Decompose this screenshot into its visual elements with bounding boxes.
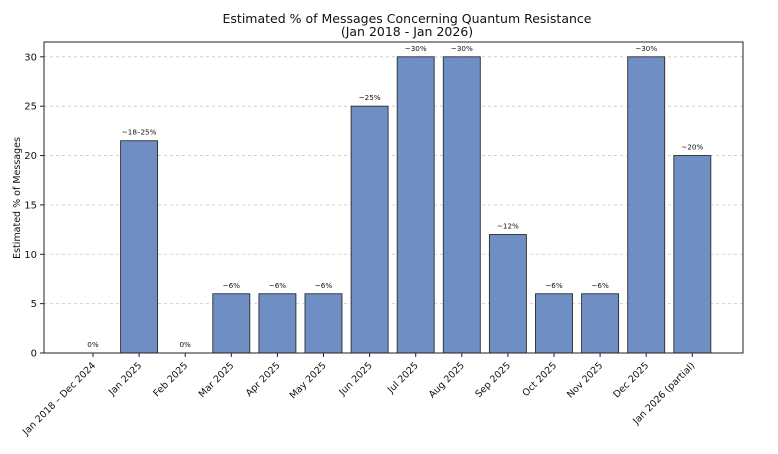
bar xyxy=(442,56,481,354)
gridlines xyxy=(44,56,743,305)
x-tick-label: Apr 2025 xyxy=(244,360,283,399)
x-tick-label: Nov 2025 xyxy=(565,360,605,400)
chart-title: Estimated % of Messages Concerning Quant… xyxy=(223,11,592,26)
x-tick-label: Jan 2025 xyxy=(106,360,144,398)
y-tick-label: 5 xyxy=(31,299,37,310)
bar-value-label: ~12% xyxy=(497,222,519,231)
bar-value-label: 0% xyxy=(179,340,191,349)
bar-value-label: 0% xyxy=(87,340,99,349)
x-tick-label: Jul 2025 xyxy=(385,360,421,396)
x-axis-ticks: Jan 2018 – Dec 2024 Jan 2025 Feb 2025 Mar 2… xyxy=(20,353,697,438)
x-tick-label: Aug 2025 xyxy=(427,360,467,400)
bar-value-label: ~6% xyxy=(269,281,287,290)
bar-value-label: ~25% xyxy=(359,93,381,102)
bar xyxy=(535,293,573,354)
bar xyxy=(258,293,297,354)
x-tick-label: Dec 2025 xyxy=(611,360,651,400)
bar-value-labels: 0% ~18–25% 0% ~6% ~6% ~6% ~25% ~30% ~30% ~12% ~6% ~… xyxy=(87,44,703,349)
bars xyxy=(74,56,712,354)
bar-value-label: ~6% xyxy=(591,281,609,290)
bar xyxy=(212,293,251,354)
bar-value-label: ~6% xyxy=(315,281,333,290)
bar-value-label: ~20% xyxy=(681,143,703,152)
x-tick-label: May 2025 xyxy=(288,360,329,401)
bar xyxy=(488,234,527,354)
bar xyxy=(581,293,620,354)
bar-value-label: ~18–25% xyxy=(122,128,157,137)
bar xyxy=(120,140,159,354)
bar xyxy=(627,56,666,354)
x-tick-label: Jun 2025 xyxy=(337,360,375,398)
y-axis-ticks: 0 5 10 15 20 25 30 xyxy=(24,52,44,360)
y-tick-label: 20 xyxy=(24,151,37,162)
bar xyxy=(396,56,435,354)
x-tick-label: Jan 2018 – Dec 2024 xyxy=(20,360,98,438)
bar-value-label: ~30% xyxy=(635,44,657,53)
y-axis-label: Estimated % of Messages xyxy=(12,137,23,259)
y-tick-label: 30 xyxy=(24,52,37,63)
plot-area-frame xyxy=(43,41,744,354)
y-tick-label: 25 xyxy=(24,102,37,113)
chart-subtitle: (Jan 2018 - Jan 2026) xyxy=(341,24,473,39)
bar xyxy=(673,155,712,354)
y-tick-label: 15 xyxy=(24,200,37,211)
bar-value-label: ~6% xyxy=(545,281,563,290)
bar xyxy=(350,105,389,354)
bar-value-label: ~6% xyxy=(223,281,241,290)
y-tick-label: 0 xyxy=(31,349,37,360)
x-tick-label: Feb 2025 xyxy=(151,360,190,399)
y-tick-label: 10 xyxy=(24,250,37,261)
x-tick-label: Sep 2025 xyxy=(473,360,513,400)
x-tick-label: Oct 2025 xyxy=(520,360,559,399)
bar-value-label: ~30% xyxy=(451,44,473,53)
x-tick-label: Mar 2025 xyxy=(197,360,237,400)
bar-value-label: ~30% xyxy=(405,44,427,53)
bar xyxy=(304,293,343,354)
